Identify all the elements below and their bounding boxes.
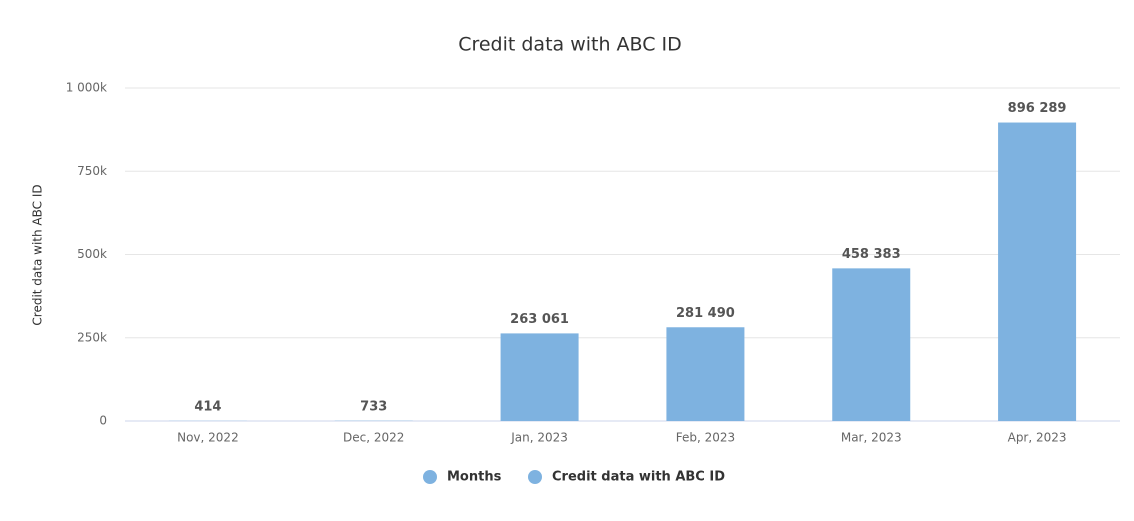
y-tick-label: 1 000k: [66, 81, 107, 95]
y-tick-label: 0: [99, 414, 107, 428]
y-tick-label: 500k: [77, 247, 107, 261]
x-tick-label: Jan, 2023: [510, 431, 568, 445]
data-label: 733: [360, 399, 387, 414]
data-label: 281 490: [676, 306, 735, 321]
bar: [998, 122, 1077, 421]
bar: [500, 333, 579, 421]
data-label: 896 289: [1008, 101, 1067, 116]
legend-marker: [528, 470, 542, 484]
x-tick-label: Mar, 2023: [841, 431, 902, 445]
y-tick-label: 250k: [77, 330, 107, 344]
data-label: 263 061: [510, 312, 569, 327]
bar: [832, 268, 911, 421]
legend-marker: [423, 470, 437, 484]
data-label: 458 383: [842, 247, 901, 262]
x-tick-label: Feb, 2023: [676, 431, 735, 445]
x-tick-label: Apr, 2023: [1008, 431, 1067, 445]
x-tick-label: Dec, 2022: [343, 431, 404, 445]
chart-title: Credit data with ABC ID: [458, 34, 682, 56]
legend-label: Months: [447, 470, 502, 485]
y-tick-label: 750k: [77, 164, 107, 178]
data-label: 414: [194, 399, 221, 414]
bar: [666, 327, 745, 421]
y-axis-label: Credit data with ABC ID: [31, 184, 45, 325]
legend-label: Credit data with ABC ID: [552, 470, 725, 485]
x-tick-label: Nov, 2022: [177, 431, 239, 445]
